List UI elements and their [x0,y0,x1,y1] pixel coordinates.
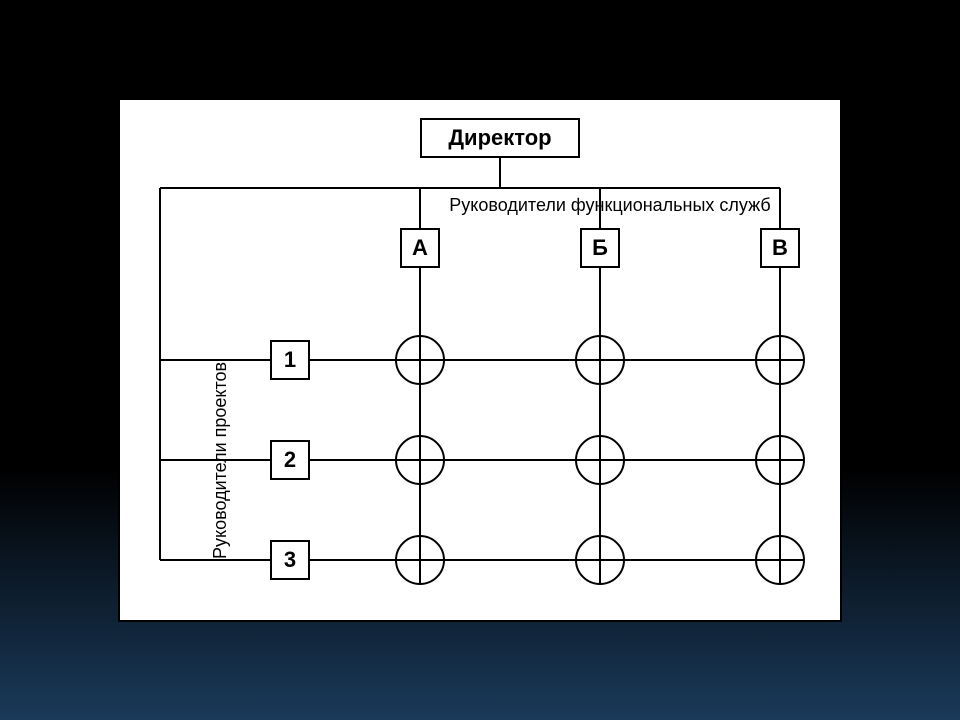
diagram-canvas: Директор Руководители функциональных слу… [118,98,842,622]
